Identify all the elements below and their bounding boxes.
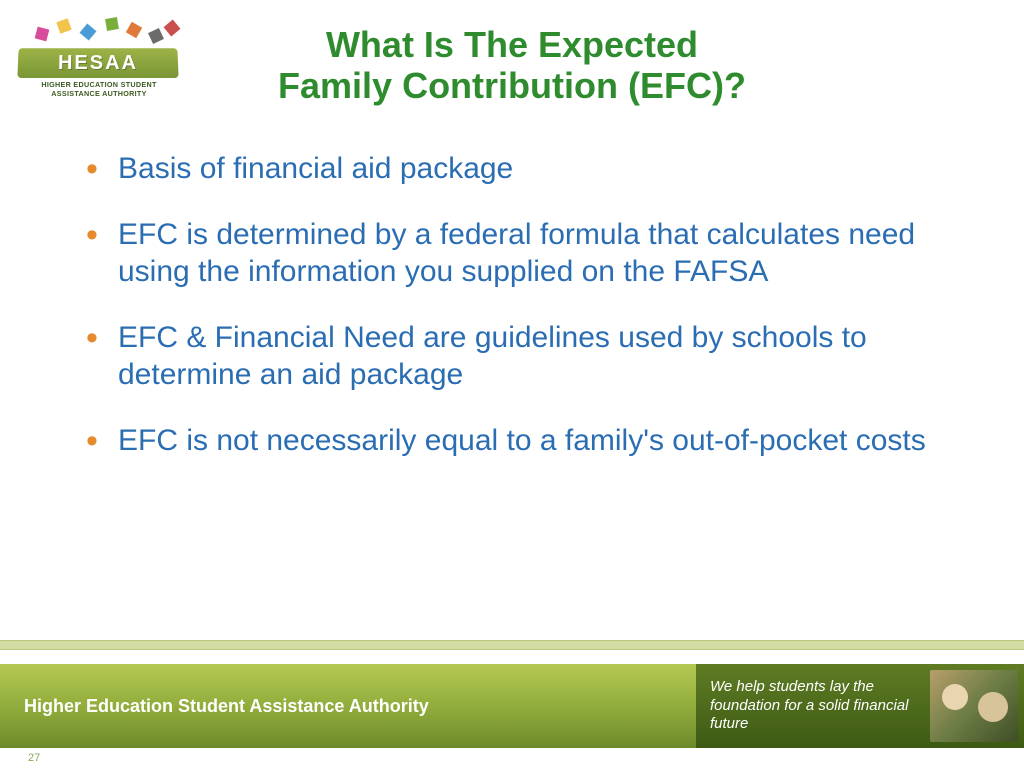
slide-content: Basis of financial aid package EFC is de…: [80, 150, 964, 487]
footer-bottom: 27: [0, 748, 1024, 768]
footer-stripe: [0, 640, 1024, 650]
page-number: 27: [28, 752, 40, 764]
footer-gap: [0, 650, 1024, 664]
footer-photo: [930, 670, 1018, 742]
title-line-1: What Is The Expected: [0, 24, 1024, 65]
slide-title: What Is The Expected Family Contribution…: [0, 24, 1024, 107]
footer-left: Higher Education Student Assistance Auth…: [0, 664, 696, 748]
bullet-item: EFC is not necessarily equal to a family…: [80, 422, 964, 460]
slide-footer: Higher Education Student Assistance Auth…: [0, 640, 1024, 768]
footer-main: Higher Education Student Assistance Auth…: [0, 664, 1024, 748]
bullet-item: EFC is determined by a federal formula t…: [80, 216, 964, 291]
bullet-item: Basis of financial aid package: [80, 150, 964, 188]
bullet-list: Basis of financial aid package EFC is de…: [80, 150, 964, 459]
bullet-item: EFC & Financial Need are guidelines used…: [80, 319, 964, 394]
title-line-2: Family Contribution (EFC)?: [0, 65, 1024, 106]
footer-org-name: Higher Education Student Assistance Auth…: [24, 696, 429, 717]
footer-tagline: We help students lay the foundation for …: [710, 678, 926, 734]
footer-right: We help students lay the foundation for …: [696, 664, 1024, 748]
